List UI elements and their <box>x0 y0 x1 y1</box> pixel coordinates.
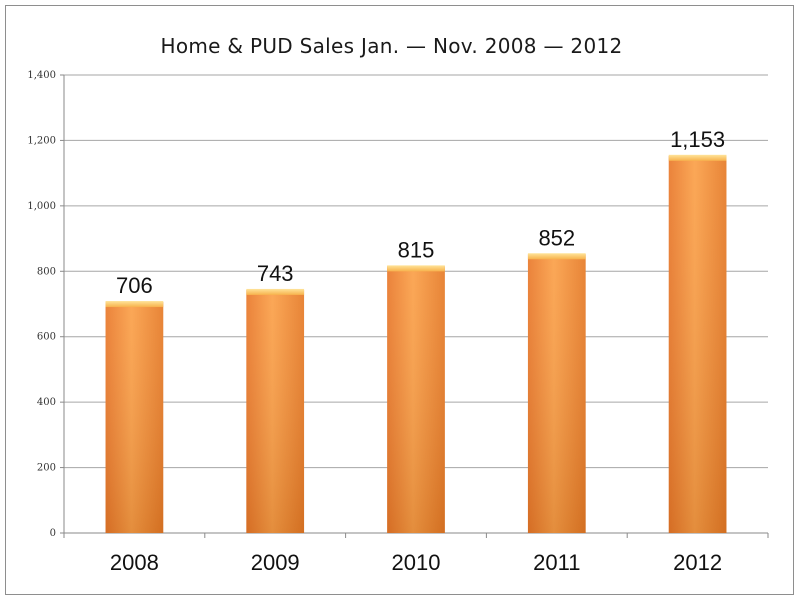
data-label: 852 <box>538 225 575 250</box>
bar-cap <box>527 253 586 260</box>
x-tick-label: 2011 <box>533 550 580 575</box>
data-label: 743 <box>257 261 294 286</box>
bars <box>105 154 727 533</box>
x-tick-label: 2010 <box>392 550 441 575</box>
bar-cap <box>105 301 164 308</box>
y-tick-label: 200 <box>37 463 56 474</box>
labels: 0 200 400 600 800 1,000 1,200 1,400 706 2008 743 20… <box>27 70 725 575</box>
bar-shade <box>387 266 445 533</box>
y-tick-label: 400 <box>37 397 56 408</box>
x-tick-label: 2012 <box>673 550 722 575</box>
bar-shade <box>668 155 727 533</box>
y-tick-label: 800 <box>37 266 56 277</box>
bar-shade <box>527 254 586 533</box>
data-label: 1,153 <box>670 127 725 152</box>
x-tick-label: 2009 <box>251 550 300 575</box>
bar-shade <box>246 289 305 533</box>
data-label: 815 <box>398 237 435 262</box>
y-tick-label: 1,000 <box>27 201 56 212</box>
bar-cap <box>387 265 445 272</box>
bar-cap <box>246 288 305 295</box>
bar-cap <box>668 154 727 161</box>
y-tick-label: 1,200 <box>27 135 56 146</box>
y-tick-label: 1,400 <box>27 70 56 81</box>
y-tick-label: 0 <box>50 528 56 539</box>
x-tick-label: 2008 <box>110 550 159 575</box>
y-tick-label: 600 <box>37 332 56 343</box>
bar-shade <box>105 302 164 533</box>
chart-title: Home & PUD Sales Jan. — Nov. 2008 — 2012 <box>160 34 623 58</box>
data-label: 706 <box>116 273 153 298</box>
